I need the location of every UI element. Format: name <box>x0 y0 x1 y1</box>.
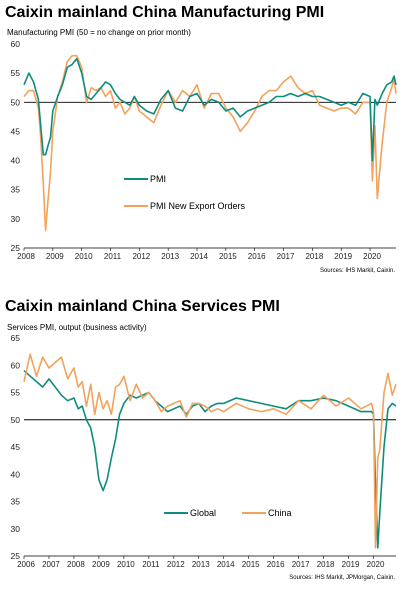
manufacturing-x-tick-label: 2016 <box>248 252 266 261</box>
manufacturing-x-tick-label: 2015 <box>219 252 237 261</box>
services-series-global <box>23 370 397 549</box>
manufacturing-chart: 25 30 35 40 45 50 55 60 2008 2009 2010 2011 2012 2013… <box>11 39 397 261</box>
manufacturing-series-pmi-new-export-orders <box>23 54 397 232</box>
services-x-tick-label: 2020 <box>367 560 385 569</box>
services-x-tick-label: 2018 <box>317 560 335 569</box>
services-x-tick-label: 2012 <box>167 560 185 569</box>
manufacturing-legend-label-pmi: PMI <box>150 174 166 184</box>
services-x-tick-label: 2007 <box>42 560 60 569</box>
manufacturing-x-tick-label: 2018 <box>305 252 323 261</box>
manufacturing-x-tick-label: 2011 <box>104 252 122 261</box>
services-chart-panel: Caixin mainland China Services PMI Servi… <box>0 293 403 590</box>
services-y-tick-label: 55 <box>11 388 21 398</box>
manufacturing-x-tick-label: 2013 <box>161 252 179 261</box>
services-x-tick-label: 2016 <box>267 560 285 569</box>
services-y-tick-label: 25 <box>11 551 21 561</box>
services-y-tick-label: 35 <box>11 497 21 507</box>
manufacturing-y-tick-label: 55 <box>11 68 21 78</box>
services-y-tick-label: 60 <box>11 360 21 370</box>
manufacturing-x-tick-label: 2014 <box>190 252 208 261</box>
manufacturing-legend-label-pmi-new-export-orders: PMI New Export Orders <box>150 201 246 211</box>
services-chart-title: Caixin mainland China Services PMI <box>5 298 280 315</box>
manufacturing-x-tick-label: 2009 <box>46 252 64 261</box>
manufacturing-y-tick-label: 40 <box>11 156 21 166</box>
services-x-tick-label: 2017 <box>292 560 310 569</box>
manufacturing-x-tick-label: 2010 <box>75 252 93 261</box>
services-legend-label-china: China <box>268 508 292 518</box>
services-chart-subtitle: Services PMI, output (business activity) <box>7 323 147 332</box>
manufacturing-x-tick-label: 2012 <box>132 252 150 261</box>
services-x-tick-label: 2013 <box>192 560 210 569</box>
manufacturing-y-tick-label: 45 <box>11 126 21 136</box>
services-y-tick-label: 45 <box>11 442 21 452</box>
manufacturing-x-tick-label: 2019 <box>334 252 352 261</box>
manufacturing-y-tick-label: 25 <box>11 243 21 253</box>
manufacturing-chart-subtitle: Manufacturing PMI (50 = no change on pri… <box>7 28 191 37</box>
services-y-tick-label: 65 <box>11 333 21 343</box>
manufacturing-x-tick-label: 2020 <box>363 252 381 261</box>
manufacturing-y-tick-label: 35 <box>11 185 21 195</box>
services-x-tick-label: 2010 <box>117 560 135 569</box>
manufacturing-y-tick-label: 50 <box>11 97 21 107</box>
manufacturing-y-tick-label: 60 <box>11 39 21 49</box>
services-x-tick-label: 2009 <box>92 560 110 569</box>
services-y-tick-label: 40 <box>11 469 21 479</box>
manufacturing-chart-source: Sources: IHS Markit, Caixin. <box>319 268 395 274</box>
manufacturing-chart-panel: Caixin mainland China Manufacturing PMI … <box>0 0 403 290</box>
services-x-tick-label: 2014 <box>217 560 235 569</box>
manufacturing-chart-title: Caixin mainland China Manufacturing PMI <box>5 4 325 21</box>
services-chart-source: Sources: IHS Markit, JPMorgan, Caixin. <box>289 575 395 581</box>
services-x-tick-label: 2011 <box>142 560 160 569</box>
manufacturing-x-tick-label: 2008 <box>17 252 35 261</box>
services-x-tick-label: 2015 <box>242 560 260 569</box>
services-series-china <box>23 353 397 549</box>
services-x-tick-label: 2008 <box>67 560 85 569</box>
services-legend-label-global: Global <box>190 508 216 518</box>
services-y-tick-label: 30 <box>11 524 21 534</box>
manufacturing-series-pmi <box>23 57 397 162</box>
services-x-tick-label: 2019 <box>342 560 360 569</box>
services-x-tick-label: 2006 <box>17 560 35 569</box>
services-chart: 25 30 35 40 45 50 55 60 65 2006 2007 2008 2009 2010 20… <box>11 333 397 569</box>
services-y-tick-label: 50 <box>11 415 21 425</box>
manufacturing-x-tick-label: 2017 <box>277 252 295 261</box>
manufacturing-y-tick-label: 30 <box>11 214 21 224</box>
